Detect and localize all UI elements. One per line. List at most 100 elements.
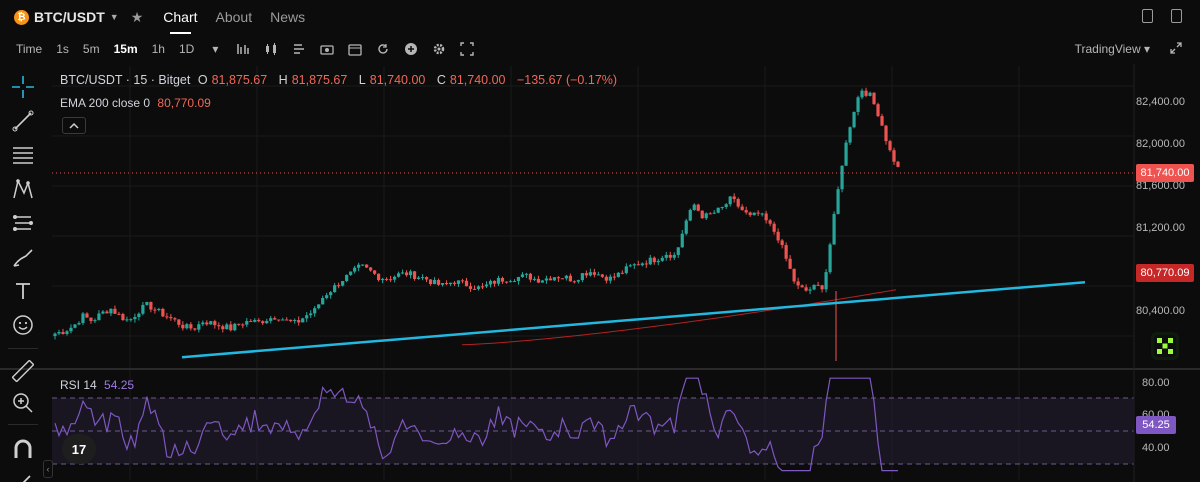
ema-200-line — [461, 289, 897, 346]
indicators-icon[interactable] — [292, 42, 306, 56]
candle-body — [157, 308, 161, 311]
ema-legend[interactable]: EMA 200 close 0 80,770.09 — [60, 96, 211, 110]
candle-body — [241, 324, 245, 326]
candle-body — [612, 276, 616, 278]
expand-icon[interactable] — [1170, 41, 1182, 57]
magnet-icon[interactable] — [10, 436, 36, 462]
price-tick: 82,000.00 — [1136, 138, 1185, 150]
candle-body — [664, 254, 668, 258]
crosshair-tool-icon[interactable] — [10, 74, 36, 100]
candle-body — [213, 321, 217, 326]
interval-1h[interactable]: 1h — [151, 42, 165, 56]
exchange-widget-button[interactable] — [1151, 332, 1179, 360]
candle-body — [305, 315, 309, 319]
candle-body — [644, 263, 648, 265]
toolbar-divider — [8, 424, 38, 425]
candle-body — [608, 276, 612, 281]
price-tick: 81,200.00 — [1136, 222, 1185, 234]
candle-body — [508, 281, 513, 283]
pencil-icon[interactable] — [10, 468, 36, 482]
candle-body — [189, 324, 193, 329]
candle-body — [173, 318, 177, 320]
fullscreen-icon[interactable] — [460, 42, 475, 56]
candle-body — [349, 271, 353, 275]
candle-body — [392, 276, 397, 280]
candlestick-icon[interactable] — [264, 42, 278, 56]
candle-body — [297, 320, 301, 323]
candle-body — [329, 292, 333, 296]
interval-15m[interactable]: 15m — [113, 42, 138, 56]
candle-body — [816, 284, 820, 286]
interval-time[interactable]: Time — [16, 42, 43, 56]
candle-body — [756, 212, 760, 214]
calculator-icon[interactable] — [1142, 9, 1153, 23]
tab-chart[interactable]: Chart — [163, 0, 198, 34]
candle-body — [129, 319, 133, 321]
candle-body — [273, 318, 277, 320]
rsi-legend[interactable]: RSI 14 54.25 — [60, 378, 134, 392]
ruler-tool-icon[interactable] — [10, 358, 36, 384]
interval-5m[interactable]: 5m — [82, 42, 100, 56]
symbol-selector[interactable]: ₿ BTC/USDT ▼ — [14, 9, 119, 25]
calendar-icon[interactable] — [348, 42, 362, 56]
trend-line-tool-icon[interactable] — [10, 108, 36, 134]
gear-icon[interactable] — [432, 42, 446, 56]
prediction-tool-icon[interactable] — [10, 210, 36, 236]
candle-body — [289, 319, 293, 322]
tab-news[interactable]: News — [270, 9, 306, 25]
top-bar: ₿ BTC/USDT ▼ ★ Chart About News — [0, 0, 1200, 34]
candle-body — [824, 272, 828, 290]
drawing-toolbar — [0, 68, 48, 482]
legend-close: C 81,740.00 — [436, 73, 506, 87]
candle-body — [732, 196, 736, 200]
pattern-tool-icon[interactable] — [10, 176, 36, 202]
candle-body — [193, 328, 197, 330]
zoom-in-icon[interactable] — [10, 390, 36, 416]
candle-body — [572, 281, 576, 283]
candle-body — [57, 332, 61, 334]
screenshot-icon[interactable] — [320, 42, 334, 56]
candle-body — [624, 266, 628, 274]
candle-body — [396, 273, 401, 277]
brush-tool-icon[interactable] — [10, 244, 36, 270]
candle-body — [377, 273, 381, 281]
chevron-up-icon — [69, 122, 79, 129]
candle-body — [848, 127, 852, 143]
candle-body — [61, 332, 65, 334]
candle-body — [249, 321, 253, 323]
interval-1d[interactable]: 1D — [178, 42, 195, 56]
collapse-toolbar-button[interactable]: ‹ — [43, 460, 53, 478]
candle-body — [149, 302, 153, 310]
candle-body — [53, 333, 57, 337]
top-right-actions — [1142, 9, 1182, 23]
chart-provider-select[interactable]: TradingView ▾ — [1074, 42, 1150, 56]
interval-caret-down-icon[interactable]: ▾ — [212, 42, 219, 56]
tab-about[interactable]: About — [215, 9, 253, 25]
candle-body — [233, 323, 237, 331]
reload-icon[interactable] — [376, 42, 390, 56]
candle-body — [141, 304, 145, 314]
emoji-tool-icon[interactable] — [10, 312, 36, 338]
candle-body — [480, 286, 485, 288]
bar-chart-icon[interactable] — [236, 42, 250, 56]
candle-body — [688, 209, 692, 221]
candle-body — [492, 280, 497, 284]
legend-low: L 81,740.00 — [358, 73, 426, 87]
candle-body — [740, 206, 744, 211]
plus-icon[interactable] — [404, 42, 418, 56]
fib-tool-icon[interactable] — [10, 142, 36, 168]
chart-grid — [52, 66, 1134, 480]
interval-1s[interactable]: 1s — [56, 42, 69, 56]
candle-body — [588, 272, 592, 276]
candle-body — [109, 308, 113, 314]
orderbook-icon[interactable] — [1171, 9, 1182, 23]
star-icon[interactable]: ★ — [130, 8, 144, 25]
candle-body — [852, 111, 856, 128]
candle-body — [880, 116, 884, 126]
tradingview-logo[interactable]: 17 — [62, 434, 96, 464]
text-tool-icon[interactable] — [10, 278, 36, 304]
candle-body — [720, 207, 724, 209]
collapse-legend-button[interactable] — [62, 117, 86, 134]
candle-body — [504, 281, 509, 283]
